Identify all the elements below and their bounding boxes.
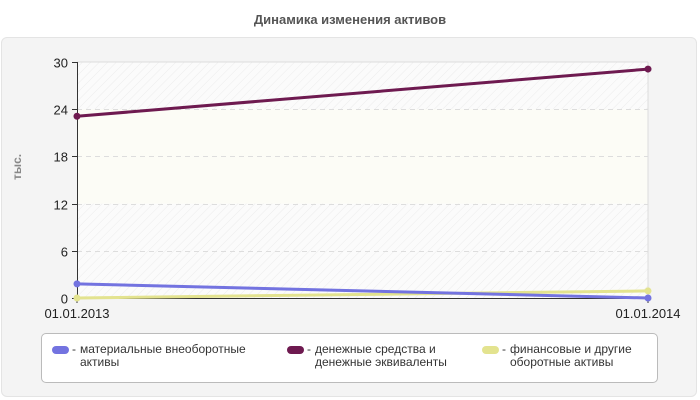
y-tick-label: 12 bbox=[54, 198, 68, 213]
y-axis-label: тыс. bbox=[10, 153, 24, 180]
legend-label: финансовые и другие bbox=[510, 342, 632, 356]
y-tick-label: 30 bbox=[54, 56, 68, 71]
legend-swatch bbox=[52, 346, 69, 354]
data-point[interactable] bbox=[644, 294, 652, 302]
x-tick-label: 01.01.2013 bbox=[44, 306, 109, 321]
plot-area: 0 6 12 18 24 30 01.01.2013 01.01.2014 bbox=[44, 56, 680, 322]
y-tick-label: 18 bbox=[54, 150, 68, 165]
legend-label: денежные средства и bbox=[315, 342, 436, 356]
legend-swatch bbox=[287, 346, 304, 354]
legend-item-financial-assets[interactable]: - финансовые и другие оборотные активы bbox=[482, 343, 632, 369]
legend-swatch bbox=[482, 346, 499, 354]
series-line bbox=[76, 289, 649, 300]
y-tick-label: 6 bbox=[61, 245, 68, 260]
y-tick-label: 24 bbox=[54, 103, 68, 118]
legend-label: материальные внеоборотные bbox=[80, 342, 246, 356]
data-point[interactable] bbox=[73, 294, 81, 302]
legend-item-cash[interactable]: - денежные средства и денежные эквивалент… bbox=[287, 343, 447, 369]
y-tick-label: 0 bbox=[61, 292, 68, 307]
legend-item-tangible-assets[interactable]: - материальные внеоборотные активы bbox=[52, 343, 246, 369]
x-tick-label: 01.01.2014 bbox=[615, 306, 680, 321]
data-point[interactable] bbox=[73, 280, 81, 288]
chart-title: Динамика изменения активов bbox=[253, 12, 447, 27]
data-point[interactable] bbox=[73, 112, 81, 120]
series-line bbox=[76, 67, 649, 118]
legend: - материальные внеоборотные активы - дене… bbox=[41, 333, 658, 383]
data-point[interactable] bbox=[644, 287, 652, 295]
data-point[interactable] bbox=[644, 65, 652, 73]
series-line bbox=[76, 282, 649, 300]
